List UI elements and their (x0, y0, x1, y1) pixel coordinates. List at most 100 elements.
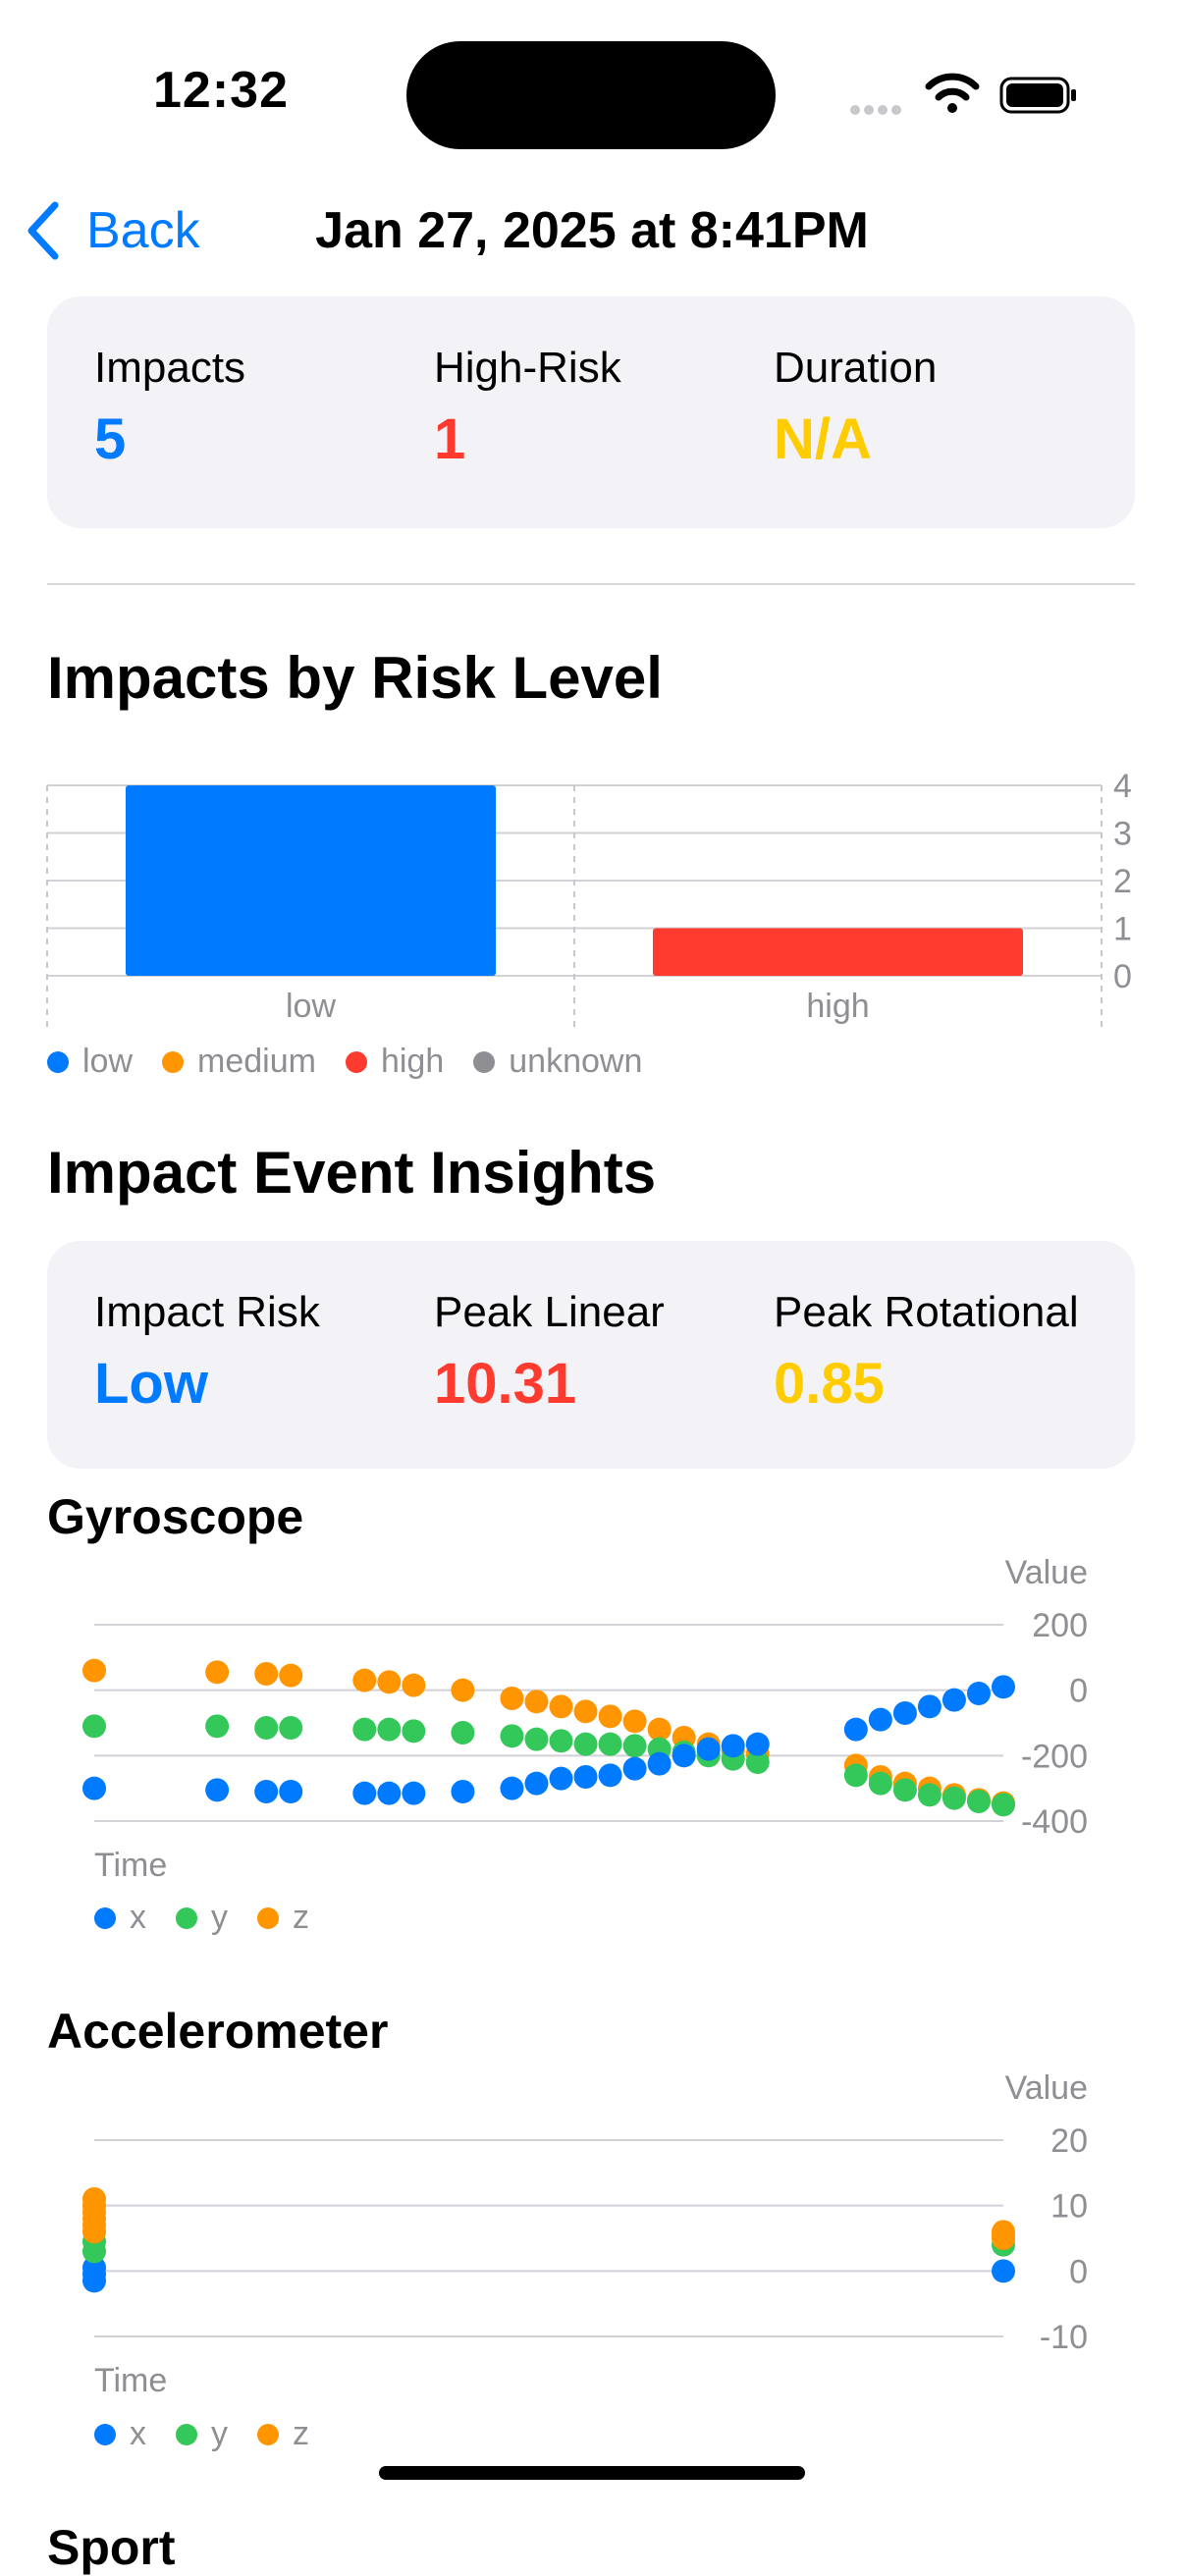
stat-label: Duration (774, 344, 938, 392)
insight-label: Peak Linear (434, 1288, 665, 1336)
legend-swatch (176, 1906, 197, 1929)
legend-swatch (176, 2423, 197, 2445)
legend-item: z (257, 1899, 309, 1937)
point-z (402, 1673, 426, 1697)
legend-label: x (130, 1899, 146, 1936)
point-x (82, 2256, 106, 2280)
point-x (647, 1751, 672, 1776)
point-x (500, 1776, 524, 1800)
legend-label: medium (197, 1043, 316, 1080)
y-axis-label: Value (1005, 2071, 1088, 2107)
point-z (598, 1704, 622, 1729)
point-y (377, 1717, 402, 1742)
insight-label: Peak Rotational (774, 1288, 1079, 1336)
insights-card: Impact Risk Low Peak Linear 10.31 Peak R… (47, 1241, 1135, 1469)
summary-card: Impacts 5 High-Risk 1 Duration N/A (47, 296, 1135, 528)
point-y (451, 1721, 475, 1744)
point-z (451, 1678, 475, 1702)
stat-value: N/A (774, 407, 872, 471)
point-x (598, 1763, 622, 1788)
legend-swatch (162, 1050, 185, 1073)
point-y (205, 1714, 230, 1739)
legend-label: low (82, 1043, 134, 1080)
point-x (696, 1737, 721, 1761)
y-tick-label: 2 (1113, 863, 1132, 900)
point-x (672, 1744, 696, 1768)
legend-item: high (345, 1043, 444, 1081)
point-z (573, 1699, 598, 1724)
insight-value: Low (94, 1352, 208, 1416)
point-z (549, 1694, 573, 1719)
bar-high (653, 928, 1023, 976)
y-tick-label: 10 (1050, 2188, 1088, 2226)
point-z (279, 1663, 303, 1688)
legend-item: medium (162, 1043, 316, 1081)
point-x (377, 1781, 402, 1805)
insight-value: 10.31 (434, 1352, 577, 1416)
legend-item: z (257, 2415, 309, 2453)
y-tick-label: 200 (1032, 1607, 1088, 1644)
point-y (942, 1786, 966, 1810)
point-y (745, 1750, 770, 1774)
point-x (992, 2259, 1015, 2283)
y-axis-label: Value (1005, 1556, 1088, 1591)
back-button[interactable]: Back (26, 196, 200, 265)
point-x (573, 1765, 598, 1789)
stat-high-risk: High-Risk 1 (434, 344, 621, 472)
legend-label: unknown (509, 1043, 643, 1080)
chevron-left-icon (27, 201, 59, 260)
point-y (573, 1732, 598, 1756)
point-y (892, 1778, 917, 1802)
gyroscope-legend: x y z (94, 1899, 339, 1937)
legend-item: unknown (473, 1043, 642, 1081)
x-tick-label: low (286, 988, 336, 1025)
cellular-signal-icon (850, 102, 905, 120)
legend-item: low (47, 1043, 133, 1081)
point-x (721, 1734, 745, 1758)
stat-duration: Duration N/A (774, 344, 937, 472)
y-tick-label: 0 (1069, 1673, 1088, 1710)
point-x (892, 1701, 917, 1725)
point-x (82, 1776, 106, 1800)
y-tick-label: 20 (1050, 2122, 1088, 2160)
stat-value: 1 (434, 407, 466, 471)
home-indicator (379, 2466, 805, 2480)
stat-label: High-Risk (434, 344, 621, 392)
point-y (966, 1790, 991, 1813)
point-y (279, 1716, 303, 1740)
point-x (451, 1780, 475, 1803)
insight-peak-rotational: Peak Rotational 0.85 (774, 1288, 1079, 1417)
legend-swatch (94, 2423, 116, 2445)
point-x (868, 1707, 892, 1732)
x-tick-label: high (806, 988, 869, 1025)
risk-section-title: Impacts by Risk Level (47, 645, 663, 711)
insight-label: Impact Risk (94, 1288, 320, 1336)
x-axis-label: Time (94, 1847, 167, 1884)
y-tick-label: 0 (1113, 958, 1132, 995)
legend-swatch (473, 1050, 496, 1073)
point-z (992, 2220, 1015, 2244)
point-z (500, 1687, 524, 1710)
accelerometer-title: Accelerometer (47, 2004, 389, 2059)
legend-swatch (345, 1050, 367, 1073)
point-x (917, 1694, 942, 1719)
point-z (524, 1690, 549, 1714)
point-x (992, 1675, 1015, 1699)
legend-label: x (130, 2415, 146, 2452)
sport-section-title: Sport (47, 2520, 176, 2575)
point-x (843, 1717, 868, 1742)
legend-swatch (257, 2423, 279, 2445)
point-z (254, 1662, 279, 1686)
status-time: 12:32 (153, 62, 289, 119)
point-y (82, 1714, 106, 1739)
point-y (402, 1719, 426, 1744)
legend-swatch (94, 1906, 116, 1929)
insights-section-title: Impact Event Insights (47, 1140, 657, 1206)
bar-low (126, 785, 496, 976)
point-y (917, 1783, 942, 1807)
legend-swatch (257, 1906, 279, 1929)
point-z (205, 1660, 230, 1685)
y-tick-label: 3 (1113, 816, 1132, 853)
legend-item: x (94, 2415, 146, 2453)
dynamic-island (406, 41, 776, 149)
